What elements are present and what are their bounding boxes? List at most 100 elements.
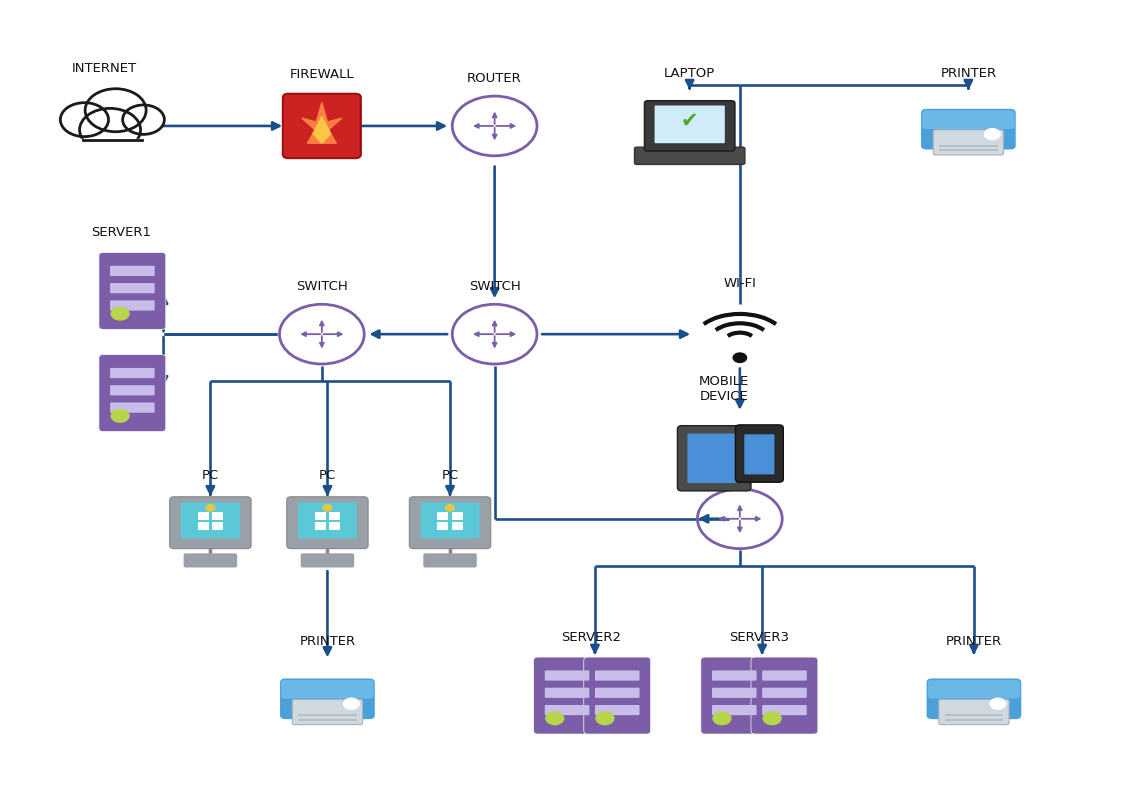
Circle shape xyxy=(990,698,1006,709)
FancyBboxPatch shape xyxy=(110,368,155,378)
FancyBboxPatch shape xyxy=(184,553,237,568)
Bar xyxy=(198,512,209,520)
FancyBboxPatch shape xyxy=(921,109,1015,149)
FancyBboxPatch shape xyxy=(745,434,775,474)
FancyBboxPatch shape xyxy=(286,497,368,549)
Text: SWITCH: SWITCH xyxy=(296,280,348,293)
Text: LAPTOP: LAPTOP xyxy=(664,67,715,80)
Circle shape xyxy=(733,353,747,362)
Text: SERVER1: SERVER1 xyxy=(91,226,152,239)
Text: MOBILE
DEVICE: MOBILE DEVICE xyxy=(700,376,749,403)
Circle shape xyxy=(323,505,332,511)
FancyBboxPatch shape xyxy=(420,503,480,538)
FancyBboxPatch shape xyxy=(736,425,784,482)
Bar xyxy=(451,512,463,520)
FancyBboxPatch shape xyxy=(939,700,1010,725)
FancyBboxPatch shape xyxy=(281,680,374,699)
Circle shape xyxy=(764,712,782,725)
Text: SERVER3: SERVER3 xyxy=(729,630,788,644)
Text: PRINTER: PRINTER xyxy=(300,635,356,649)
FancyBboxPatch shape xyxy=(423,553,477,568)
FancyBboxPatch shape xyxy=(687,434,737,483)
FancyBboxPatch shape xyxy=(595,688,639,698)
FancyBboxPatch shape xyxy=(301,553,354,568)
FancyBboxPatch shape xyxy=(110,283,155,293)
Text: PC: PC xyxy=(202,468,219,482)
FancyBboxPatch shape xyxy=(110,300,155,310)
FancyBboxPatch shape xyxy=(634,147,745,164)
Bar xyxy=(212,522,223,530)
FancyBboxPatch shape xyxy=(533,657,601,734)
Polygon shape xyxy=(302,102,341,143)
Text: SWITCH: SWITCH xyxy=(714,465,766,478)
Circle shape xyxy=(85,89,146,132)
Text: SWITCH: SWITCH xyxy=(468,280,520,293)
Text: PRINTER: PRINTER xyxy=(940,67,996,80)
Text: FIREWALL: FIREWALL xyxy=(290,68,354,81)
Text: INTERNET: INTERNET xyxy=(72,62,137,75)
FancyBboxPatch shape xyxy=(99,355,166,432)
Bar xyxy=(212,512,223,520)
FancyBboxPatch shape xyxy=(283,94,360,158)
FancyBboxPatch shape xyxy=(110,403,155,413)
Circle shape xyxy=(206,505,214,511)
Circle shape xyxy=(111,410,129,422)
Bar xyxy=(314,512,326,520)
Text: PC: PC xyxy=(319,468,336,482)
FancyBboxPatch shape xyxy=(763,670,806,680)
FancyBboxPatch shape xyxy=(645,101,734,151)
FancyBboxPatch shape xyxy=(181,503,240,538)
FancyBboxPatch shape xyxy=(110,385,155,395)
Bar xyxy=(437,522,448,530)
FancyBboxPatch shape xyxy=(410,497,491,549)
Circle shape xyxy=(111,307,129,320)
Bar xyxy=(329,522,340,530)
FancyBboxPatch shape xyxy=(110,266,155,276)
Bar xyxy=(437,512,448,520)
Bar xyxy=(329,512,340,520)
Bar xyxy=(314,522,326,530)
FancyBboxPatch shape xyxy=(545,670,590,680)
FancyBboxPatch shape xyxy=(595,705,639,715)
FancyBboxPatch shape xyxy=(677,426,751,491)
FancyBboxPatch shape xyxy=(751,657,818,734)
FancyBboxPatch shape xyxy=(298,503,357,538)
FancyBboxPatch shape xyxy=(701,657,768,734)
FancyBboxPatch shape xyxy=(763,688,806,698)
FancyBboxPatch shape xyxy=(280,678,375,719)
FancyBboxPatch shape xyxy=(712,688,757,698)
Text: SERVER2: SERVER2 xyxy=(562,630,622,644)
FancyBboxPatch shape xyxy=(712,670,757,680)
FancyBboxPatch shape xyxy=(763,705,806,715)
Bar xyxy=(451,522,463,530)
FancyBboxPatch shape xyxy=(584,657,650,734)
FancyBboxPatch shape xyxy=(933,130,1004,155)
Text: ✔: ✔ xyxy=(681,111,699,131)
FancyBboxPatch shape xyxy=(655,106,724,143)
FancyBboxPatch shape xyxy=(545,688,590,698)
FancyBboxPatch shape xyxy=(922,110,1014,129)
Circle shape xyxy=(596,712,614,725)
FancyBboxPatch shape xyxy=(292,700,363,725)
FancyBboxPatch shape xyxy=(170,497,252,549)
FancyBboxPatch shape xyxy=(928,680,1020,699)
Circle shape xyxy=(713,712,731,725)
Circle shape xyxy=(61,102,109,137)
Circle shape xyxy=(446,505,455,511)
FancyBboxPatch shape xyxy=(99,252,166,330)
Text: PC: PC xyxy=(441,468,458,482)
Circle shape xyxy=(344,698,359,709)
Circle shape xyxy=(546,712,564,725)
Bar xyxy=(198,522,209,530)
Circle shape xyxy=(122,105,164,134)
FancyBboxPatch shape xyxy=(926,678,1021,719)
Text: ROUTER: ROUTER xyxy=(467,72,522,85)
FancyBboxPatch shape xyxy=(545,705,590,715)
Text: PRINTER: PRINTER xyxy=(946,635,1002,649)
FancyBboxPatch shape xyxy=(712,705,757,715)
FancyBboxPatch shape xyxy=(595,670,639,680)
Text: WI-FI: WI-FI xyxy=(723,277,756,290)
Circle shape xyxy=(80,108,140,152)
Polygon shape xyxy=(313,117,331,143)
Circle shape xyxy=(985,129,1001,140)
